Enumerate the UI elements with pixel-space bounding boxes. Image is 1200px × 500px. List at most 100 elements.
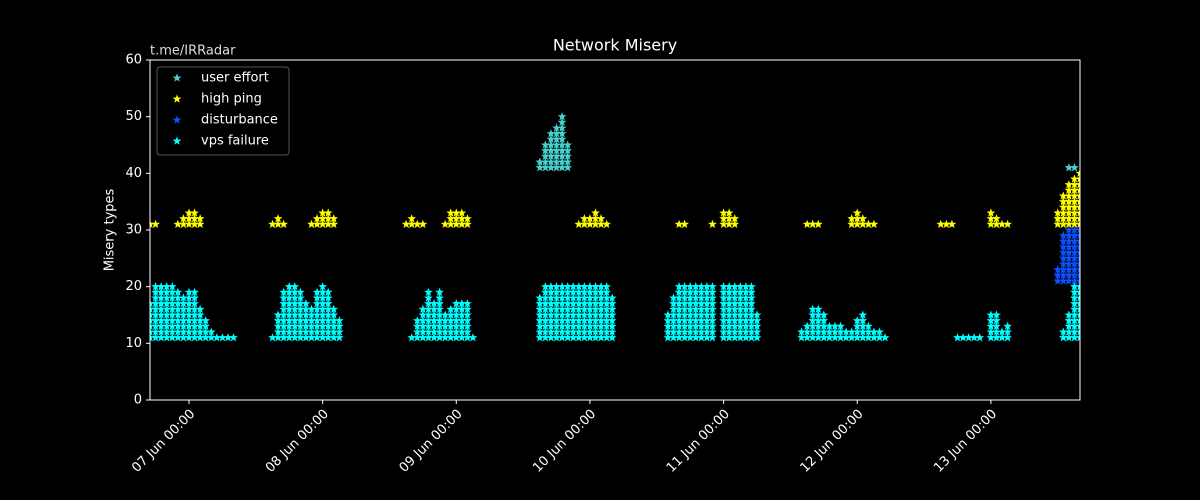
star-point — [574, 327, 584, 336]
star-point — [669, 310, 678, 319]
star-point — [552, 129, 561, 138]
star-point — [747, 321, 756, 331]
star-point — [808, 333, 818, 342]
star-point — [150, 321, 155, 331]
star-point — [446, 310, 456, 319]
star-point — [1075, 197, 1080, 206]
star-point — [986, 214, 996, 223]
star-point — [1075, 214, 1080, 223]
star-point — [858, 310, 868, 319]
star-point — [819, 333, 829, 342]
star-point — [418, 327, 428, 336]
star-point — [591, 214, 600, 223]
star-point — [334, 321, 344, 331]
star-point — [546, 310, 556, 319]
star-point — [557, 163, 567, 172]
star-point — [568, 333, 578, 342]
star-point — [602, 282, 612, 291]
star-point — [279, 333, 289, 342]
star-point — [992, 310, 1001, 319]
star-point — [702, 287, 712, 297]
star-point — [596, 310, 606, 319]
star-point — [596, 282, 606, 291]
star-point — [669, 293, 678, 302]
star-point — [312, 310, 322, 319]
star-point — [1058, 259, 1068, 268]
star-point — [557, 293, 567, 302]
star-point — [468, 333, 478, 342]
star-point — [301, 299, 311, 308]
star-point — [435, 321, 444, 331]
star-point — [223, 333, 233, 342]
star-point — [173, 293, 183, 302]
star-point — [451, 316, 461, 325]
star-point — [747, 316, 756, 325]
star-point — [591, 333, 600, 342]
star-point — [719, 316, 728, 325]
star-point — [150, 310, 155, 319]
star-point — [1075, 168, 1080, 178]
star-point — [463, 299, 472, 308]
star-point — [546, 134, 556, 144]
star-point — [580, 299, 589, 308]
star-point — [841, 327, 851, 336]
star-point — [195, 214, 205, 223]
star-point — [1075, 242, 1080, 251]
star-point — [802, 321, 812, 331]
star-point — [730, 304, 740, 314]
star-point — [418, 304, 428, 314]
star-point — [424, 316, 433, 325]
star-point — [541, 316, 550, 325]
y-tick-label: 0 — [134, 393, 142, 408]
y-tick-label: 50 — [125, 109, 142, 124]
star-point — [1070, 333, 1079, 342]
star-point — [552, 282, 561, 291]
star-point — [446, 208, 456, 217]
star-point — [312, 321, 322, 331]
star-point — [1058, 276, 1068, 285]
star-point — [552, 310, 561, 319]
star-point — [173, 321, 183, 331]
star-point — [997, 219, 1007, 229]
star-point — [992, 327, 1001, 336]
star-point — [747, 293, 756, 302]
star-point — [1070, 276, 1079, 285]
star-point — [424, 293, 433, 302]
star-point — [401, 219, 411, 229]
star-point — [580, 327, 589, 336]
star-point — [585, 214, 595, 223]
star-point — [607, 327, 617, 336]
star-point — [852, 327, 862, 336]
star-point — [680, 293, 689, 302]
star-point — [585, 287, 595, 297]
star-point — [463, 214, 472, 223]
star-point — [947, 219, 957, 229]
star-point — [596, 321, 606, 331]
star-point — [1064, 219, 1074, 229]
star-point — [735, 282, 745, 291]
star-point — [323, 287, 333, 297]
star-point — [585, 304, 595, 314]
star-point — [424, 310, 433, 319]
star-point — [290, 316, 300, 325]
star-point — [446, 304, 456, 314]
star-point — [986, 321, 996, 331]
star-point — [295, 327, 305, 336]
star-point — [724, 282, 734, 291]
star-point — [1064, 253, 1074, 263]
star-point — [585, 321, 595, 331]
star-point — [607, 304, 617, 314]
star-point — [535, 304, 545, 314]
star-point — [719, 304, 728, 314]
star-point — [279, 327, 289, 336]
star-point — [195, 327, 205, 336]
star-point — [312, 333, 322, 342]
star-point — [151, 321, 160, 331]
star-point — [596, 299, 606, 308]
star-point — [724, 214, 734, 223]
star-point — [323, 208, 333, 217]
legend-marker — [172, 115, 182, 124]
star-point — [218, 333, 227, 342]
star-point — [1064, 197, 1074, 206]
star-point — [552, 293, 561, 302]
